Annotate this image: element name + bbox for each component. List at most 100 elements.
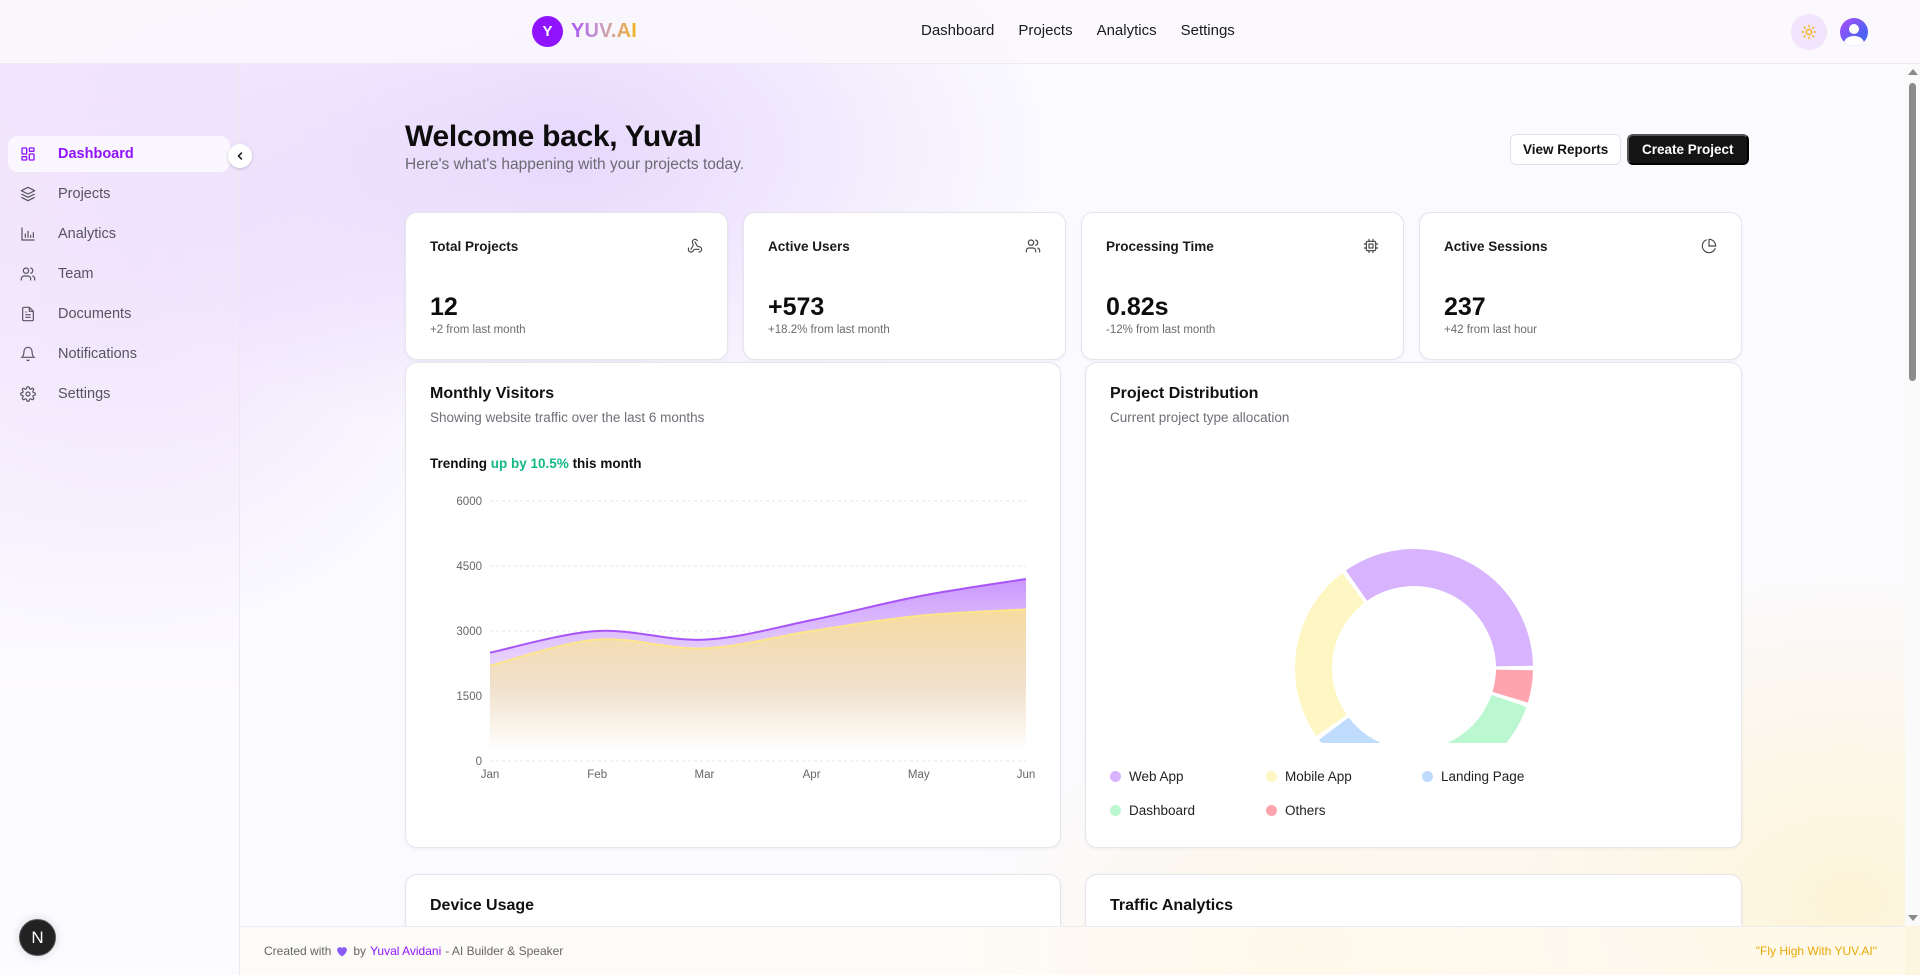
footer-by: by xyxy=(353,944,367,958)
main-content: Welcome back, Yuval Here's what's happen… xyxy=(240,64,1905,926)
x-tick-label: Jan xyxy=(481,769,500,781)
sidebar-collapse-button[interactable] xyxy=(228,144,252,168)
sidebar-item-label: Analytics xyxy=(58,226,117,242)
stat-change: +2 from last month xyxy=(430,324,526,336)
stat-value: 12 xyxy=(430,293,458,321)
panel-title: Traffic Analytics xyxy=(1110,897,1234,914)
stat-title: Processing Time xyxy=(1106,239,1214,254)
legend-item[interactable]: Landing Page xyxy=(1422,769,1578,784)
sidebar-item-documents[interactable]: Documents xyxy=(8,296,230,332)
legend-item[interactable]: Mobile App xyxy=(1266,769,1422,784)
scroll-down-arrow-icon[interactable] xyxy=(1908,915,1918,921)
gear-icon xyxy=(20,386,36,402)
create-project-button[interactable]: Create Project xyxy=(1627,134,1749,165)
stat-value: 237 xyxy=(1444,293,1486,321)
footer-role: - AI Builder & Speaker xyxy=(445,944,564,958)
legend-dot xyxy=(1266,805,1277,816)
sidebar: Dashboard Projects Analytics Team Docume… xyxy=(0,64,240,975)
avatar-body-shape xyxy=(1844,36,1864,46)
legend-label: Dashboard xyxy=(1129,803,1196,818)
page-scrollbar[interactable] xyxy=(1905,64,1920,926)
monthly-visitors-chart: 0 1500 3000 4500 6000 Jan Feb Mar Apr May Jun xyxy=(456,496,1035,781)
project-distribution-card: Project Distribution Current project typ… xyxy=(1085,362,1742,848)
x-tick-label: May xyxy=(908,769,930,781)
panel-title: Project Distribution xyxy=(1110,385,1259,402)
footer-credits: Created with by Yuval Avidani - AI Build… xyxy=(264,944,563,958)
top-navbar: Y YUV.AI Dashboard Projects Analytics Se… xyxy=(0,0,1920,64)
legend-dot xyxy=(1110,805,1121,816)
topnav-dashboard[interactable]: Dashboard xyxy=(921,22,995,39)
y-tick-label: 6000 xyxy=(456,496,482,508)
trend-highlight: up by 10.5% xyxy=(490,456,569,471)
stat-change: -12% from last month xyxy=(1106,324,1216,336)
sidebar-item-settings[interactable]: Settings xyxy=(8,376,230,412)
heart-icon xyxy=(337,947,348,957)
donut-slice-others xyxy=(1492,669,1533,703)
x-tick-label: Feb xyxy=(587,769,607,781)
stat-title: Active Users xyxy=(768,239,850,254)
view-reports-button[interactable]: View Reports xyxy=(1510,134,1622,165)
dev-tools-badge[interactable]: N xyxy=(19,919,56,956)
area-series-unique xyxy=(490,609,1026,751)
sidebar-item-dashboard[interactable]: Dashboard xyxy=(8,136,230,172)
stat-card-total-projects: Total Projects 12 +2 from last month xyxy=(405,212,728,360)
stat-card-processing-time: Processing Time 0.82s -12% from last mon… xyxy=(1081,212,1404,360)
legend-label: Web App xyxy=(1129,769,1184,784)
x-tick-label: Apr xyxy=(803,769,821,781)
panel-subtitle: Current project type allocation xyxy=(1110,410,1290,425)
y-tick-label: 0 xyxy=(476,756,482,768)
theme-toggle-button[interactable] xyxy=(1791,14,1827,50)
user-avatar-button[interactable] xyxy=(1840,18,1868,46)
topnav-projects[interactable]: Projects xyxy=(1018,22,1073,39)
sidebar-item-label: Projects xyxy=(58,186,111,202)
y-tick-label: 4500 xyxy=(456,561,482,573)
sidebar-item-team[interactable]: Team xyxy=(8,256,230,292)
scrollbar-thumb[interactable] xyxy=(1909,83,1916,381)
welcome-header: Welcome back, Yuval Here's what's happen… xyxy=(405,120,744,174)
stat-card-active-sessions: Active Sessions 237 +42 from last hour xyxy=(1419,212,1742,360)
donut-slice-web-app xyxy=(1345,549,1533,667)
top-nav: Dashboard Projects Analytics Settings xyxy=(921,22,1235,39)
sidebar-item-projects[interactable]: Projects xyxy=(8,176,230,212)
footer-created-with: Created with xyxy=(264,944,332,958)
page-subtitle: Here's what's happening with your projec… xyxy=(405,156,745,173)
sidebar-item-label: Settings xyxy=(58,386,111,402)
sun-icon xyxy=(1801,24,1817,40)
legend-item[interactable]: Web App xyxy=(1110,769,1266,784)
topnav-analytics[interactable]: Analytics xyxy=(1096,22,1157,39)
donut-slice-dashboard xyxy=(1447,694,1527,743)
sidebar-item-label: Documents xyxy=(58,306,132,322)
sidebar-item-label: Notifications xyxy=(58,346,137,362)
line-series-total xyxy=(489,578,1027,654)
y-tick-label: 1500 xyxy=(456,691,482,703)
chevron-left-icon xyxy=(237,152,243,160)
logo[interactable]: Y YUV.AI xyxy=(532,16,637,47)
trend-suffix: this month xyxy=(572,456,642,471)
project-distribution-chart xyxy=(1295,549,1533,743)
stat-change: +42 from last hour xyxy=(1444,324,1538,336)
line-series-unique xyxy=(489,608,1027,667)
legend-item[interactable]: Dashboard xyxy=(1110,803,1266,818)
donut-slice-mobile-app xyxy=(1295,573,1365,737)
stat-title: Active Sessions xyxy=(1444,239,1548,254)
sidebar-item-notifications[interactable]: Notifications xyxy=(8,336,230,372)
users-icon xyxy=(1025,239,1041,253)
monthly-visitors-card: Monthly Visitors Showing website traffic… xyxy=(405,362,1061,848)
topnav-settings[interactable]: Settings xyxy=(1180,22,1235,39)
panel-title: Monthly Visitors xyxy=(430,385,555,402)
sidebar-item-analytics[interactable]: Analytics xyxy=(8,216,230,252)
stat-value: +573 xyxy=(768,293,825,321)
stat-value: 0.82s xyxy=(1106,293,1169,321)
pie-chart-icon xyxy=(1701,238,1717,254)
scroll-up-arrow-icon[interactable] xyxy=(1908,69,1918,75)
donut-slice-landing-page xyxy=(1319,717,1381,743)
stat-title: Total Projects xyxy=(430,239,519,254)
legend-item[interactable]: Others xyxy=(1266,803,1422,818)
footer: Created with by Yuval Avidani - AI Build… xyxy=(240,926,1905,975)
legend-dot xyxy=(1422,771,1433,782)
author-link[interactable]: Yuval Avidani xyxy=(370,944,442,958)
webhook-icon xyxy=(687,238,703,253)
logo-badge: Y xyxy=(532,16,563,47)
trend-prefix: Trending xyxy=(430,456,487,471)
logo-text: YUV.AI xyxy=(571,20,638,42)
